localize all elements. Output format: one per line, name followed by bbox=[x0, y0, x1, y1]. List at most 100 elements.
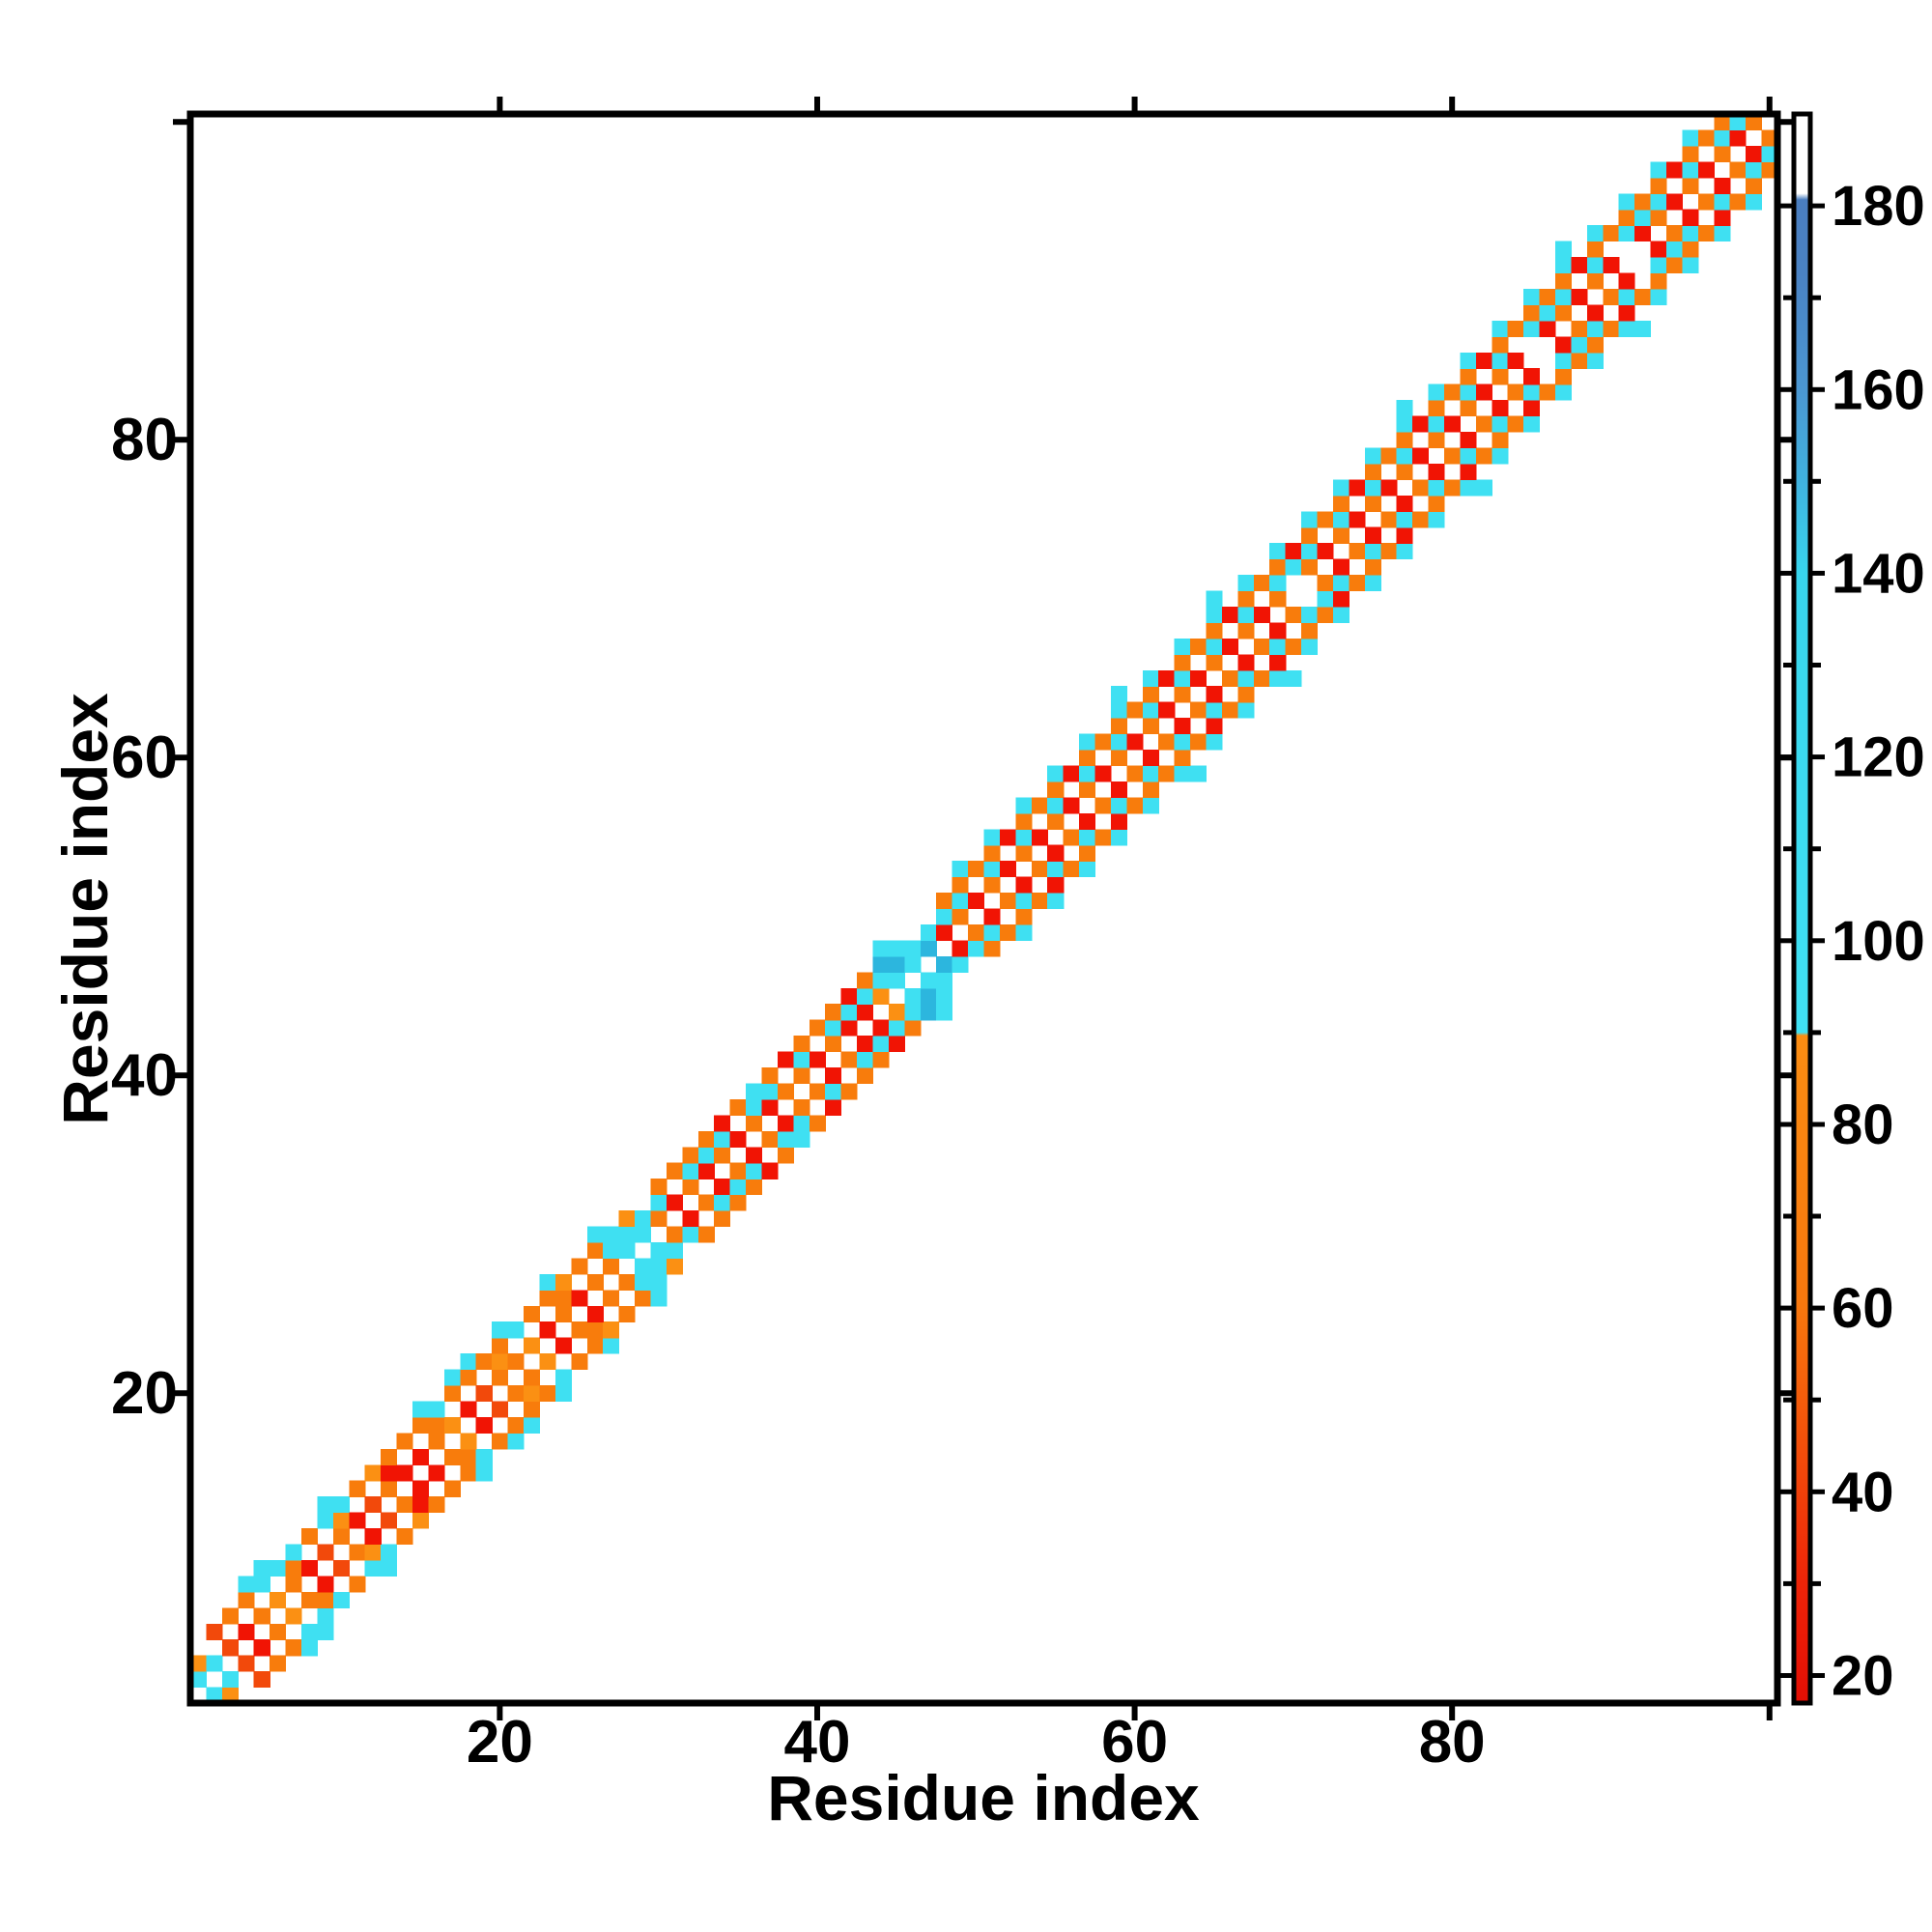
contact-cell bbox=[999, 893, 1016, 910]
contact-cell bbox=[1507, 415, 1524, 433]
contact-cell bbox=[635, 1210, 652, 1228]
contact-cell bbox=[650, 1210, 668, 1228]
contact-cell bbox=[1729, 193, 1747, 211]
contact-cell bbox=[1110, 718, 1127, 735]
contact-cell bbox=[253, 1639, 270, 1657]
contact-cell bbox=[1682, 129, 1699, 147]
contact-cell bbox=[1269, 622, 1287, 639]
x-axis-title: Residue index bbox=[767, 1762, 1200, 1833]
y-tick-label: 40 bbox=[111, 1042, 178, 1109]
contact-cell bbox=[1015, 829, 1033, 846]
contact-cell bbox=[1460, 400, 1477, 417]
contact-cell bbox=[1269, 590, 1287, 608]
contact-cell bbox=[1492, 320, 1509, 337]
contact-cell bbox=[381, 1544, 398, 1561]
contact-cell bbox=[840, 1051, 858, 1068]
contact-cell bbox=[618, 1210, 636, 1228]
contact-cell bbox=[650, 1290, 668, 1307]
colorbar-tick-label: 40 bbox=[1832, 1461, 1894, 1523]
contact-cell bbox=[1634, 288, 1652, 305]
contact-cell bbox=[635, 1226, 652, 1243]
contact-cell bbox=[364, 1544, 382, 1561]
contact-cell bbox=[1110, 701, 1127, 719]
contact-cell bbox=[1586, 272, 1604, 290]
contact-cell bbox=[650, 1273, 668, 1291]
contact-cell bbox=[1697, 225, 1715, 242]
contact-cell bbox=[1603, 257, 1620, 274]
contact-cell bbox=[524, 1337, 541, 1354]
contact-cell bbox=[349, 1576, 366, 1593]
contact-cell bbox=[1571, 336, 1588, 354]
contact-cell bbox=[1492, 368, 1509, 385]
contact-cell bbox=[1492, 432, 1509, 449]
contact-cell bbox=[1237, 590, 1255, 608]
contact-cell bbox=[1269, 575, 1287, 592]
contact-cell bbox=[524, 1385, 541, 1403]
contact-cell bbox=[825, 1036, 842, 1053]
contact-cell bbox=[682, 1226, 699, 1243]
colorbar-tick-label: 80 bbox=[1832, 1094, 1894, 1156]
contact-cell bbox=[396, 1528, 413, 1546]
contact-cell bbox=[539, 1321, 556, 1339]
contact-cell bbox=[682, 1147, 699, 1164]
contact-cell bbox=[825, 1098, 842, 1116]
contact-cell bbox=[888, 955, 905, 973]
contact-cell bbox=[904, 955, 922, 973]
contact-cell bbox=[1063, 829, 1080, 846]
contact-cell bbox=[412, 1416, 430, 1434]
contact-cell bbox=[443, 1385, 461, 1403]
contact-cell bbox=[317, 1623, 334, 1640]
contact-cell bbox=[1603, 320, 1620, 337]
contact-cell bbox=[968, 923, 985, 941]
contact-cell bbox=[697, 1130, 715, 1148]
contact-cell bbox=[714, 1115, 731, 1132]
contact-cell bbox=[1047, 844, 1065, 862]
contact-cell bbox=[1158, 733, 1176, 751]
contact-cell bbox=[1301, 511, 1319, 528]
contact-cell bbox=[1539, 384, 1556, 401]
contact-cell bbox=[1364, 447, 1381, 465]
contact-cell bbox=[1253, 575, 1270, 592]
contact-cell bbox=[1586, 241, 1604, 258]
contact-cell bbox=[1396, 463, 1413, 480]
contact-cell bbox=[381, 1448, 398, 1465]
contact-cell bbox=[618, 1273, 636, 1291]
contact-cell bbox=[443, 1416, 461, 1434]
contact-cell bbox=[936, 972, 953, 989]
contact-cell bbox=[1253, 606, 1270, 623]
contact-cell bbox=[1443, 447, 1461, 465]
contact-cell bbox=[682, 1162, 699, 1179]
contact-cell bbox=[1174, 733, 1191, 751]
contact-cell bbox=[793, 1051, 810, 1068]
contact-cell bbox=[1332, 479, 1350, 497]
contact-cell bbox=[1285, 669, 1302, 687]
contact-cell bbox=[301, 1623, 319, 1640]
contact-cell bbox=[983, 829, 1001, 846]
contact-cell bbox=[1682, 145, 1699, 162]
contact-cell bbox=[872, 1036, 890, 1053]
contact-cell bbox=[1618, 225, 1635, 242]
contact-cell bbox=[1047, 861, 1065, 878]
contact-cell bbox=[777, 1130, 794, 1148]
contact-cell bbox=[1269, 669, 1287, 687]
contact-cell bbox=[635, 1258, 652, 1275]
contact-cell bbox=[857, 1036, 874, 1053]
contact-cell bbox=[1554, 336, 1573, 354]
contact-cell bbox=[1761, 161, 1778, 179]
contact-cell bbox=[1237, 622, 1255, 639]
contact-cell bbox=[1586, 336, 1604, 354]
contact-cell bbox=[714, 1147, 731, 1164]
contact-cell bbox=[1301, 606, 1319, 623]
contact-cell bbox=[1523, 304, 1541, 322]
contact-cell bbox=[1714, 209, 1731, 226]
contact-cell bbox=[1031, 829, 1048, 846]
contact-cell bbox=[1206, 622, 1223, 639]
contact-cell bbox=[1492, 400, 1509, 417]
contact-cell bbox=[285, 1639, 302, 1657]
contact-cell bbox=[554, 1273, 572, 1291]
y-tick-label: 20 bbox=[111, 1360, 178, 1427]
contact-cell bbox=[1237, 669, 1255, 687]
contact-cell bbox=[1094, 797, 1112, 814]
contact-cell bbox=[1586, 257, 1604, 274]
contact-cell bbox=[1618, 193, 1635, 211]
